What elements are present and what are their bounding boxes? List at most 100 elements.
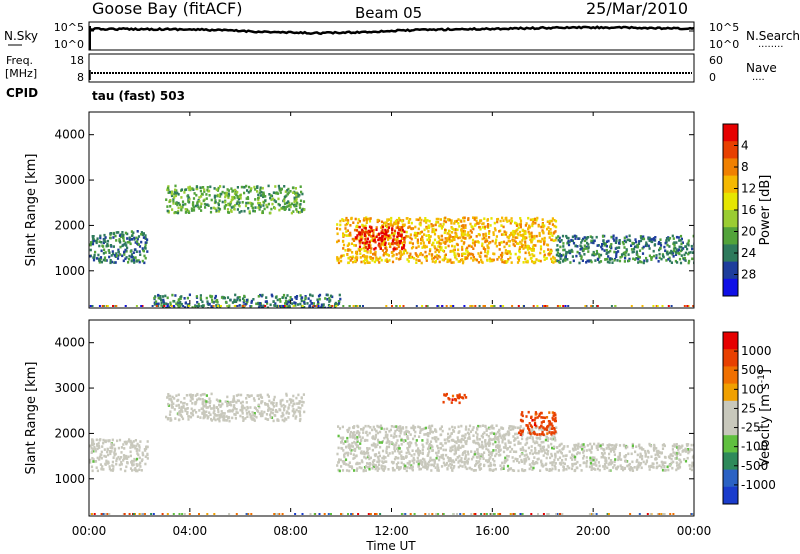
range-cell xyxy=(499,253,503,257)
range-cell xyxy=(348,243,351,246)
range-cell xyxy=(279,300,282,303)
range-cell xyxy=(514,432,517,436)
range-cell xyxy=(370,235,373,238)
range-cell xyxy=(353,449,357,452)
range-cell xyxy=(240,210,243,213)
range-cell xyxy=(677,448,680,451)
range-cell xyxy=(349,255,352,259)
range-cell xyxy=(545,435,548,439)
range-cell xyxy=(190,207,193,210)
range-cell xyxy=(199,186,202,189)
range-cell xyxy=(626,445,629,449)
range-cell xyxy=(550,257,553,261)
range-cell xyxy=(354,305,357,307)
range-cell xyxy=(607,239,610,243)
range-cell xyxy=(570,467,574,471)
range-cell xyxy=(337,302,341,305)
range-cell xyxy=(499,448,502,452)
range-cell xyxy=(507,239,510,243)
range-cell xyxy=(548,469,551,472)
range-cell xyxy=(371,460,375,464)
range-cell xyxy=(691,461,694,465)
range-cell xyxy=(522,261,525,264)
range-cell xyxy=(403,223,406,227)
range-cell xyxy=(200,192,203,196)
range-cell xyxy=(264,305,267,307)
range-cell xyxy=(286,305,289,308)
range-cell xyxy=(215,398,218,402)
range-cell xyxy=(98,259,101,262)
range-cell xyxy=(572,241,576,245)
range-cell xyxy=(620,253,624,256)
range-cell xyxy=(167,188,170,192)
range-cell xyxy=(501,259,504,262)
range-cell xyxy=(608,443,611,446)
range-cell xyxy=(284,417,287,420)
range-cell xyxy=(295,197,298,201)
range-cell xyxy=(347,451,350,455)
range-cell xyxy=(379,247,382,250)
range-cell xyxy=(294,417,297,420)
range-cell xyxy=(677,446,680,449)
range-cell xyxy=(653,447,656,450)
range-cell xyxy=(533,218,536,221)
range-cell xyxy=(249,406,252,409)
range-cell xyxy=(361,460,364,464)
range-cell xyxy=(114,261,117,264)
range-cell xyxy=(672,460,675,464)
range-cell xyxy=(374,467,377,471)
range-cell xyxy=(549,423,552,426)
range-cell xyxy=(526,259,529,263)
range-cell xyxy=(546,220,549,223)
range-cell xyxy=(243,185,246,189)
range-cell xyxy=(521,229,524,232)
range-cell xyxy=(123,250,126,254)
range-cell xyxy=(519,425,522,428)
range-cell xyxy=(284,305,286,307)
range-cell xyxy=(336,232,339,236)
range-cell xyxy=(194,204,197,208)
range-cell xyxy=(684,245,687,248)
range-cell xyxy=(358,239,361,243)
range-cell xyxy=(283,202,287,206)
range-cell xyxy=(169,394,172,398)
range-cell xyxy=(371,229,374,233)
range-cell xyxy=(115,254,119,257)
range-cell xyxy=(508,432,511,435)
range-cell xyxy=(548,427,552,431)
range-cell xyxy=(421,451,424,455)
range-cell xyxy=(227,401,230,405)
range-cell xyxy=(498,444,501,447)
range-cell xyxy=(631,460,634,464)
range-cell xyxy=(657,451,660,454)
range-cell xyxy=(435,220,438,224)
range-cell xyxy=(532,261,535,264)
range-cell xyxy=(128,238,131,241)
range-cell xyxy=(680,242,683,246)
range-cell xyxy=(503,461,506,464)
range-cell xyxy=(551,424,554,428)
range-cell xyxy=(405,234,408,238)
range-cell xyxy=(457,438,460,442)
range-cell xyxy=(512,469,516,472)
range-cell xyxy=(496,430,500,434)
range-cell xyxy=(385,305,388,307)
range-cell xyxy=(257,397,261,401)
range-cell xyxy=(531,260,534,263)
range-cell xyxy=(523,458,526,461)
range-cell xyxy=(586,444,589,447)
range-cell xyxy=(463,461,466,464)
range-cell xyxy=(262,201,266,204)
range-cell xyxy=(250,305,253,307)
range-cell xyxy=(177,303,180,307)
range-cell xyxy=(181,417,185,421)
range-cell xyxy=(492,449,495,452)
range-cell xyxy=(166,305,169,307)
range-cell xyxy=(494,467,497,471)
range-cell xyxy=(194,305,196,307)
range-cell xyxy=(347,428,350,431)
range-cell xyxy=(349,224,352,227)
range-cell xyxy=(142,232,145,235)
range-cell xyxy=(214,294,217,298)
